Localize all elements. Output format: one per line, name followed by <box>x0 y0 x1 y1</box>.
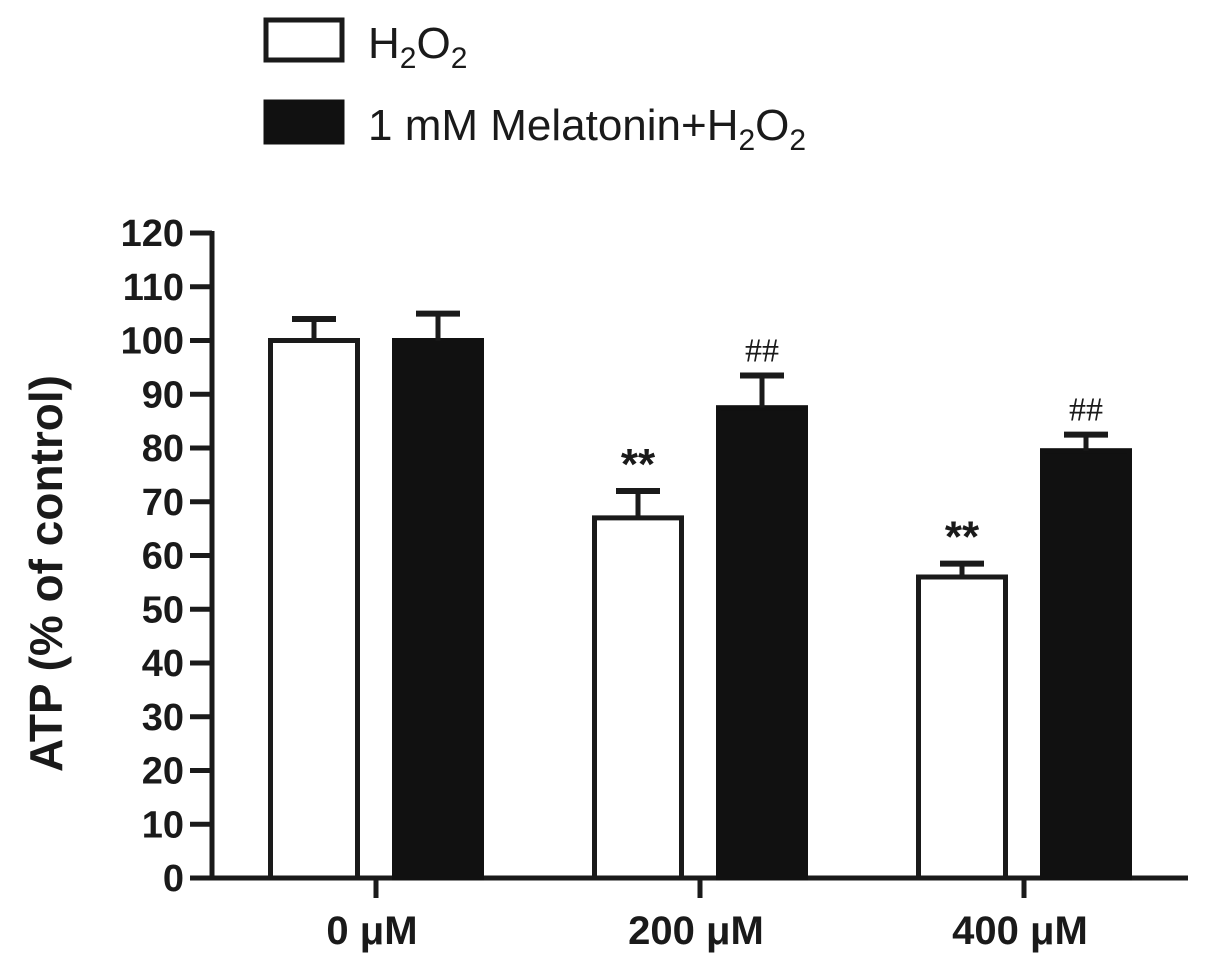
legend-subscript: 2 <box>789 124 806 157</box>
significance-annotation: ## <box>1069 392 1103 429</box>
y-tick-label: 60 <box>142 536 184 578</box>
significance-annotation: ** <box>945 513 980 562</box>
y-tick-label: 0 <box>163 858 184 900</box>
legend-text-part: O <box>755 101 789 150</box>
significance-annotation: ## <box>745 332 779 369</box>
y-tick-label: 90 <box>142 374 184 416</box>
legend-subscript: 2 <box>738 124 755 157</box>
legend-subscript: 2 <box>451 42 468 75</box>
y-tick-label: 20 <box>142 751 184 793</box>
axes: 0 10 20 30 40 50 60 70 80 90 100 110 120 0 μM 200 μM 40… <box>20 213 1188 953</box>
y-tick-label: 40 <box>142 643 184 685</box>
significance-annotation: ** <box>621 440 656 489</box>
bar <box>392 338 484 881</box>
legend-label: 1 mM Melatonin+H2O2 <box>368 101 806 157</box>
y-tick-label: 50 <box>142 589 184 631</box>
legend-swatch <box>263 17 345 63</box>
x-tick-label: 200 μM <box>628 909 764 953</box>
x-tick-label: 0 μM <box>326 909 417 953</box>
y-tick-label: 30 <box>142 697 184 739</box>
bar <box>268 338 360 881</box>
labels: ** ** ## ## <box>621 332 1103 561</box>
legend-swatch <box>263 99 345 145</box>
bar <box>716 405 808 881</box>
bar <box>916 574 1008 881</box>
legend-label: H2O2 <box>368 19 467 75</box>
legend-text-part: H <box>368 19 400 68</box>
bar <box>1040 448 1132 881</box>
y-tick-label: 10 <box>142 804 184 846</box>
legend-text-part: O <box>416 19 450 68</box>
y-tick-label: 80 <box>142 428 184 470</box>
y-tick-label: 120 <box>121 213 184 255</box>
bars <box>268 310 1132 881</box>
legend-text-part: 1 mM Melatonin+H <box>368 101 738 150</box>
y-tick-label: 100 <box>121 321 184 363</box>
legend-subscript: 2 <box>400 42 417 75</box>
y-tick-label: 70 <box>142 482 184 524</box>
x-tick-label: 400 μM <box>952 909 1088 953</box>
bar <box>592 515 684 881</box>
y-tick-label: 110 <box>123 267 184 309</box>
y-axis-title: ATP (% of control) <box>20 375 72 772</box>
